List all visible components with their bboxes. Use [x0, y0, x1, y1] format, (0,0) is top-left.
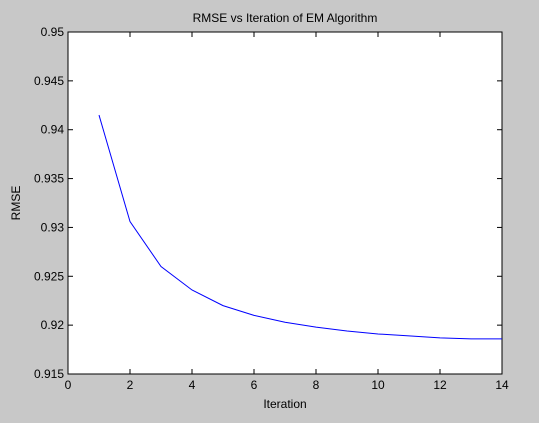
- y-tick-label: 0.92: [41, 318, 65, 332]
- x-tick-label: 8: [313, 378, 320, 392]
- y-axis-label: RMSE: [9, 186, 23, 221]
- y-tick-label: 0.935: [34, 172, 64, 186]
- y-tick-label: 0.915: [34, 367, 64, 381]
- x-tick-label: 0: [65, 378, 72, 392]
- y-tick-label: 0.925: [34, 269, 64, 283]
- x-tick-label: 10: [371, 378, 385, 392]
- chart-title: RMSE vs Iteration of EM Algorithm: [193, 11, 378, 25]
- x-tick-label: 4: [189, 378, 196, 392]
- y-tick-label: 0.94: [41, 123, 65, 137]
- x-tick-label: 12: [433, 378, 447, 392]
- y-tick-label: 0.945: [34, 74, 64, 88]
- x-tick-label: 2: [127, 378, 134, 392]
- x-axis-label: Iteration: [263, 397, 306, 411]
- y-tick-label: 0.93: [41, 220, 65, 234]
- x-tick-label: 6: [251, 378, 258, 392]
- x-tick-label: 14: [495, 378, 509, 392]
- y-tick-label: 0.95: [41, 25, 65, 39]
